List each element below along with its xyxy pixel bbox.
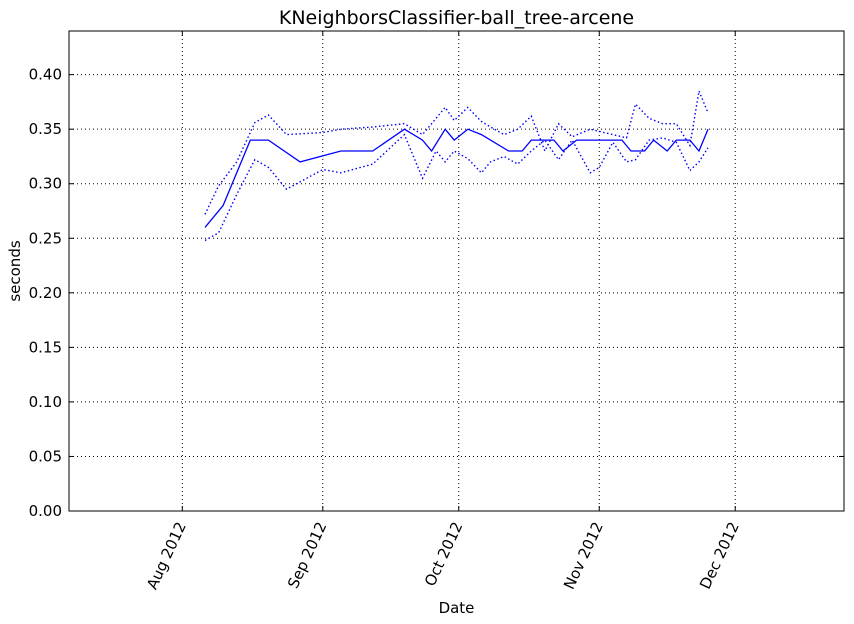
axis-ticks: 0.00 0.05 0.10 0.15 0.20 0.25 0.30 0.35 0.40 Aug … xyxy=(29,31,844,592)
y-tick-label: 0.15 xyxy=(29,338,62,356)
chart-title: KNeighborsClassifier-ball_tree-arcene xyxy=(279,7,634,29)
x-tick-label: Dec 2012 xyxy=(696,519,743,592)
x-tick-label: Sep 2012 xyxy=(284,519,330,591)
y-tick-label: 0.30 xyxy=(29,175,62,193)
y-tick-label: 0.40 xyxy=(29,66,62,84)
x-axis-label: Date xyxy=(439,599,475,617)
y-tick-label: 0.20 xyxy=(29,284,62,302)
y-tick-label: 0.10 xyxy=(29,393,62,411)
y-axis-label: seconds xyxy=(6,240,24,301)
series-line-upper xyxy=(204,88,709,215)
x-tick-label: Aug 2012 xyxy=(143,519,190,592)
plot-frame xyxy=(68,30,845,512)
x-tick-label: Oct 2012 xyxy=(421,519,466,589)
plot-series xyxy=(204,88,709,242)
series-line-mean xyxy=(204,128,709,228)
series-line-lower xyxy=(204,133,709,242)
x-tick-label: Nov 2012 xyxy=(560,519,607,592)
y-tick-label: 0.05 xyxy=(29,447,62,465)
y-tick-label: 0.25 xyxy=(29,229,62,247)
grid xyxy=(69,31,844,512)
y-tick-label: 0.00 xyxy=(29,502,62,520)
y-tick-label: 0.35 xyxy=(29,120,62,138)
